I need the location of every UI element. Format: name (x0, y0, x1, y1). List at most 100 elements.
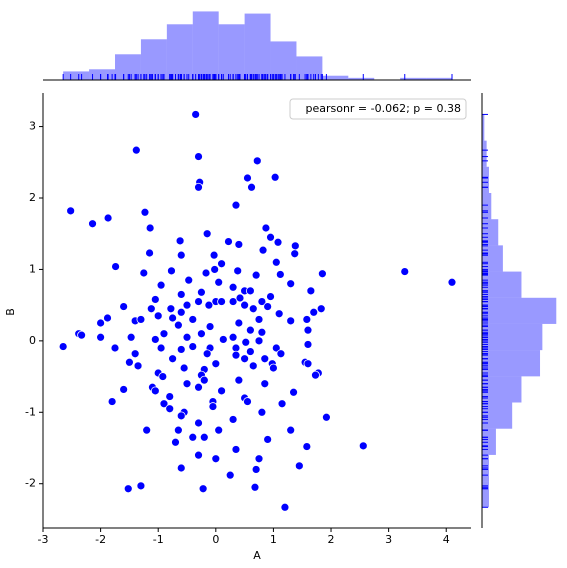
hist-bar (482, 140, 487, 167)
point (96, 332, 106, 342)
point (130, 349, 140, 359)
point (254, 454, 264, 464)
point (103, 313, 112, 323)
point (125, 357, 134, 367)
y-tick-label: -2 (25, 477, 36, 490)
point (303, 340, 313, 349)
point (150, 335, 160, 344)
point (240, 354, 250, 364)
point (158, 372, 168, 381)
point (140, 207, 150, 217)
point (228, 332, 238, 342)
point (179, 363, 189, 373)
point (254, 315, 264, 324)
point (257, 327, 267, 337)
point (150, 295, 160, 304)
point (243, 173, 252, 183)
point (188, 342, 198, 351)
point (198, 484, 208, 494)
y-tick-label: 0 (29, 334, 36, 347)
point (275, 270, 285, 279)
x-axis-label: A (253, 549, 261, 562)
point (159, 399, 169, 409)
point (211, 454, 221, 464)
hist-bar (482, 323, 543, 351)
hist-bar (244, 13, 271, 81)
point (171, 437, 180, 447)
point (119, 302, 129, 311)
hist-bar (218, 24, 245, 81)
point (217, 297, 226, 306)
point (126, 332, 136, 342)
x-tick-label: 4 (443, 533, 450, 546)
point (194, 297, 203, 306)
point (199, 375, 209, 385)
point (251, 465, 261, 474)
point (235, 293, 245, 303)
point (309, 307, 319, 317)
hist-bar (482, 428, 496, 455)
point (176, 463, 186, 473)
point (107, 397, 117, 406)
point (218, 335, 228, 344)
point (184, 275, 194, 285)
y-tick-label: 1 (29, 262, 36, 275)
hist-bar (482, 350, 541, 377)
point (188, 315, 198, 324)
point (136, 481, 146, 491)
point (447, 277, 457, 287)
point (111, 262, 120, 271)
point (260, 379, 270, 389)
point (234, 318, 244, 328)
point (173, 320, 183, 330)
point (317, 269, 327, 279)
x-tick-label: 1 (270, 533, 277, 546)
point (257, 297, 267, 306)
point (194, 450, 203, 460)
point (231, 445, 241, 454)
point (131, 145, 141, 155)
point (231, 200, 241, 210)
hist-bar (482, 297, 557, 324)
point (286, 425, 296, 435)
point (208, 402, 218, 411)
point (205, 322, 215, 331)
point (145, 223, 155, 233)
point (316, 304, 326, 314)
point (294, 461, 304, 471)
point (214, 277, 224, 287)
point (303, 359, 313, 369)
point (176, 307, 186, 317)
point (156, 343, 166, 353)
point (302, 315, 312, 324)
point (201, 268, 211, 278)
point (248, 361, 258, 371)
point (103, 213, 113, 223)
y-tick-label: 3 (29, 120, 36, 133)
hist-bar (192, 11, 219, 80)
point (250, 482, 260, 492)
hist-bar (140, 39, 167, 80)
point (133, 361, 143, 371)
point (77, 330, 86, 340)
point (252, 156, 262, 166)
point (306, 286, 316, 296)
point (146, 304, 156, 314)
hist-bar (482, 402, 513, 429)
hist-bar (482, 193, 492, 220)
point (260, 354, 270, 364)
point (202, 349, 212, 359)
point (159, 329, 169, 339)
point (234, 240, 244, 249)
point (302, 442, 312, 451)
point (173, 425, 183, 435)
point (194, 418, 203, 428)
hist-bar (482, 454, 489, 482)
point (145, 248, 154, 258)
point (176, 250, 186, 260)
point (204, 300, 214, 310)
point (119, 385, 129, 394)
point (266, 232, 275, 242)
point (286, 279, 296, 289)
point (165, 392, 175, 401)
